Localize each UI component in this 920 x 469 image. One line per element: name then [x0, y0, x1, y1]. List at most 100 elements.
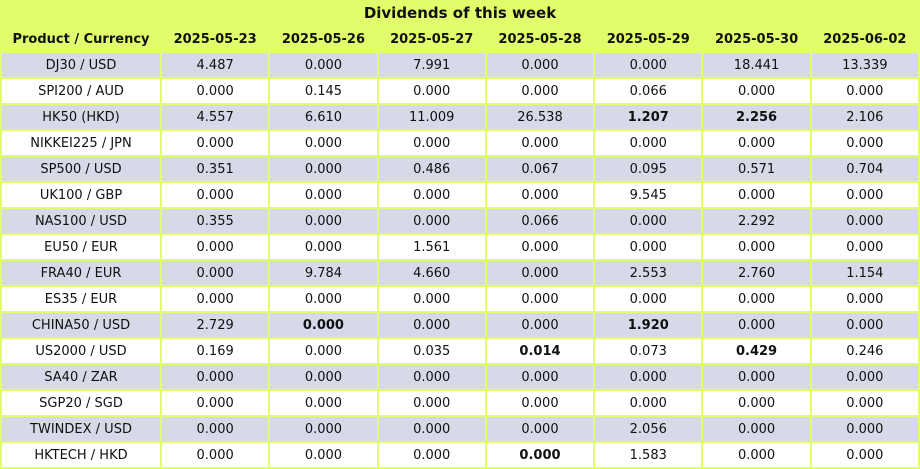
- product-cell: SA40 / ZAR: [2, 365, 160, 389]
- dividend-value-cell: 4.487: [162, 53, 269, 77]
- header-date: 2025-06-02: [811, 27, 918, 51]
- table-row: UK100 / GBP 0.000 0.000 0.000 0.000 9.545 0.00…: [2, 183, 918, 207]
- dividend-value-cell: 0.000: [811, 443, 918, 467]
- table-row: SGP20 / SGD 0.000 0.000 0.000 0.000 0.000 0.00…: [2, 391, 918, 415]
- dividend-value-cell: 0.000: [811, 287, 918, 311]
- dividend-value-cell: 0.000: [378, 391, 485, 415]
- product-cell: NIKKEI225 / JPN: [2, 131, 160, 155]
- table-row: NAS100 / USD 0.355 0.000 0.000 0.066 0.000 2.2…: [2, 209, 918, 233]
- dividend-value-cell: 0.067: [486, 157, 594, 181]
- table-row: SP500 / USD 0.351 0.000 0.486 0.067 0.095 0.57…: [2, 157, 918, 181]
- dividend-value-cell: 0.145: [270, 79, 377, 103]
- dividend-value-cell: 0.000: [162, 443, 269, 467]
- dividend-value-cell: 2.760: [703, 261, 810, 285]
- product-cell: EU50 / EUR: [2, 235, 160, 259]
- dividend-value-cell: 0.000: [703, 443, 810, 467]
- dividend-value-cell: 0.000: [811, 313, 918, 337]
- dividend-value-cell: 0.000: [270, 209, 377, 233]
- table-row: CHINA50 / USD 2.729 0.000 0.000 0.000 1.920 0.…: [2, 313, 918, 337]
- dividend-value-cell: 0.014: [486, 339, 594, 363]
- dividend-value-cell: 0.000: [270, 365, 377, 389]
- dividend-value-cell: 0.000: [703, 313, 810, 337]
- dividend-value-cell: 0.246: [811, 339, 918, 363]
- dividend-value-cell: 0.000: [486, 261, 594, 285]
- table-row: SA40 / ZAR 0.000 0.000 0.000 0.000 0.000 0.000…: [2, 365, 918, 389]
- dividend-value-cell: 0.000: [486, 391, 594, 415]
- dividend-value-cell: 4.557: [162, 105, 269, 129]
- dividend-value-cell: 2.292: [703, 209, 810, 233]
- dividend-value-cell: 0.000: [811, 391, 918, 415]
- dividend-value-cell: 0.000: [270, 157, 377, 181]
- dividend-value-cell: 0.000: [595, 391, 702, 415]
- dividend-value-cell: 0.066: [486, 209, 594, 233]
- dividend-value-cell: 0.486: [378, 157, 485, 181]
- dividend-value-cell: 0.000: [162, 261, 269, 285]
- dividend-value-cell: 0.000: [162, 79, 269, 103]
- dividend-value-cell: 2.729: [162, 313, 269, 337]
- dividend-value-cell: 0.000: [486, 313, 594, 337]
- table-row: NIKKEI225 / JPN 0.000 0.000 0.000 0.000 0.000…: [2, 131, 918, 155]
- dividend-value-cell: 0.000: [703, 131, 810, 155]
- header-date: 2025-05-28: [486, 27, 594, 51]
- dividend-value-cell: 0.000: [595, 53, 702, 77]
- dividend-value-cell: 0.000: [703, 235, 810, 259]
- dividend-value-cell: 1.561: [378, 235, 485, 259]
- dividend-value-cell: 0.000: [595, 287, 702, 311]
- product-cell: US2000 / USD: [2, 339, 160, 363]
- dividends-table: Product / Currency 2025-05-23 2025-05-26…: [0, 25, 920, 469]
- dividend-value-cell: 0.000: [162, 287, 269, 311]
- dividend-value-cell: 0.000: [270, 313, 377, 337]
- dividend-value-cell: 0.000: [270, 287, 377, 311]
- dividend-value-cell: 0.000: [811, 417, 918, 441]
- dividend-value-cell: 0.000: [270, 183, 377, 207]
- dividend-value-cell: 0.000: [270, 53, 377, 77]
- dividend-value-cell: 0.000: [486, 443, 594, 467]
- header-date: 2025-05-27: [378, 27, 485, 51]
- dividend-value-cell: 0.000: [595, 365, 702, 389]
- dividend-value-cell: 0.000: [703, 365, 810, 389]
- dividend-value-cell: 0.000: [486, 417, 594, 441]
- dividend-value-cell: 0.000: [486, 287, 594, 311]
- dividend-value-cell: 0.000: [811, 209, 918, 233]
- product-cell: CHINA50 / USD: [2, 313, 160, 337]
- dividend-value-cell: 18.441: [703, 53, 810, 77]
- table-row: ES35 / EUR 0.000 0.000 0.000 0.000 0.000 0.000…: [2, 287, 918, 311]
- dividend-value-cell: 11.009: [378, 105, 485, 129]
- dividend-value-cell: 0.000: [378, 183, 485, 207]
- dividend-value-cell: 0.000: [162, 131, 269, 155]
- dividend-value-cell: 2.106: [811, 105, 918, 129]
- product-cell: SGP20 / SGD: [2, 391, 160, 415]
- dividend-value-cell: 0.095: [595, 157, 702, 181]
- table-row: DJ30 / USD 4.487 0.000 7.991 0.000 0.000 18.44…: [2, 53, 918, 77]
- dividend-value-cell: 0.000: [811, 365, 918, 389]
- table-row: HK50 (HKD) 4.557 6.610 11.009 26.538 1.207 2.2…: [2, 105, 918, 129]
- table-row: EU50 / EUR 0.000 0.000 1.561 0.000 0.000 0.000…: [2, 235, 918, 259]
- header-date: 2025-05-23: [162, 27, 269, 51]
- product-cell: UK100 / GBP: [2, 183, 160, 207]
- dividend-value-cell: 0.169: [162, 339, 269, 363]
- dividend-value-cell: 0.000: [162, 391, 269, 415]
- dividend-value-cell: 0.000: [378, 79, 485, 103]
- dividend-value-cell: 0.000: [703, 79, 810, 103]
- table-row: SPI200 / AUD 0.000 0.145 0.000 0.000 0.066 0.0…: [2, 79, 918, 103]
- dividend-value-cell: 2.553: [595, 261, 702, 285]
- dividend-value-cell: 0.000: [703, 391, 810, 415]
- product-cell: HK50 (HKD): [2, 105, 160, 129]
- dividend-value-cell: 0.000: [811, 79, 918, 103]
- dividend-value-cell: 1.207: [595, 105, 702, 129]
- dividend-value-cell: 0.035: [378, 339, 485, 363]
- dividend-value-cell: 0.000: [703, 287, 810, 311]
- product-cell: SPI200 / AUD: [2, 79, 160, 103]
- dividend-value-cell: 0.000: [270, 339, 377, 363]
- dividend-value-cell: 26.538: [486, 105, 594, 129]
- dividend-value-cell: 0.000: [703, 183, 810, 207]
- dividend-value-cell: 0.000: [378, 443, 485, 467]
- table-row: HKTECH / HKD 0.000 0.000 0.000 0.000 1.583 0.0…: [2, 443, 918, 467]
- header-row: Product / Currency 2025-05-23 2025-05-26…: [2, 27, 918, 51]
- dividend-value-cell: 0.429: [703, 339, 810, 363]
- dividend-value-cell: 0.000: [595, 235, 702, 259]
- dividend-value-cell: 9.784: [270, 261, 377, 285]
- product-cell: FRA40 / EUR: [2, 261, 160, 285]
- dividend-value-cell: 0.000: [378, 417, 485, 441]
